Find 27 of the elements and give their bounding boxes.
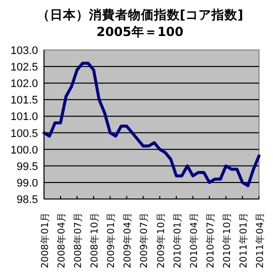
y-tick-label: 99.0 (16, 177, 38, 190)
x-tick-label: 2009年04月 (122, 212, 134, 268)
y-tick-label: 98.5 (16, 194, 38, 206)
x-tick-label: 2011年01月 (237, 212, 250, 268)
y-tick-label: 101.5 (10, 94, 38, 107)
y-tick-label: 99.5 (16, 160, 38, 173)
x-tick-label: 2008年07月 (72, 212, 84, 268)
y-tick-label: 103.0 (10, 45, 38, 57)
chart-title: （日本）消費者物価指数[コア指数] (36, 7, 244, 22)
y-tick-label: 100.0 (10, 144, 38, 156)
line-series (42, 62, 260, 188)
x-tick-label: 2009年07月 (138, 212, 150, 268)
y-tick-label: 102.5 (10, 62, 38, 74)
x-tick-label: 2008年04月 (56, 212, 68, 268)
y-tick-label: 102.0 (10, 78, 38, 90)
y-tick-label: 100.5 (10, 128, 38, 140)
x-tick-label: 2010年04月 (188, 212, 200, 268)
x-tick-label: 2008年10月 (88, 212, 101, 268)
x-tick-label: 2008年01月 (39, 212, 51, 268)
y-tick-label: 101.0 (10, 111, 38, 124)
x-tick-label: 2010年01月 (171, 212, 184, 268)
x-tick-label: 2011年04月 (254, 212, 266, 268)
x-tick-label: 2009年01月 (105, 212, 118, 268)
chart-subtitle: 2005年＝100 (96, 24, 184, 39)
x-tick-label: 2010年07月 (204, 212, 216, 268)
x-tick-label: 2010年10月 (220, 212, 233, 268)
x-tick-label: 2009年10月 (154, 212, 167, 268)
